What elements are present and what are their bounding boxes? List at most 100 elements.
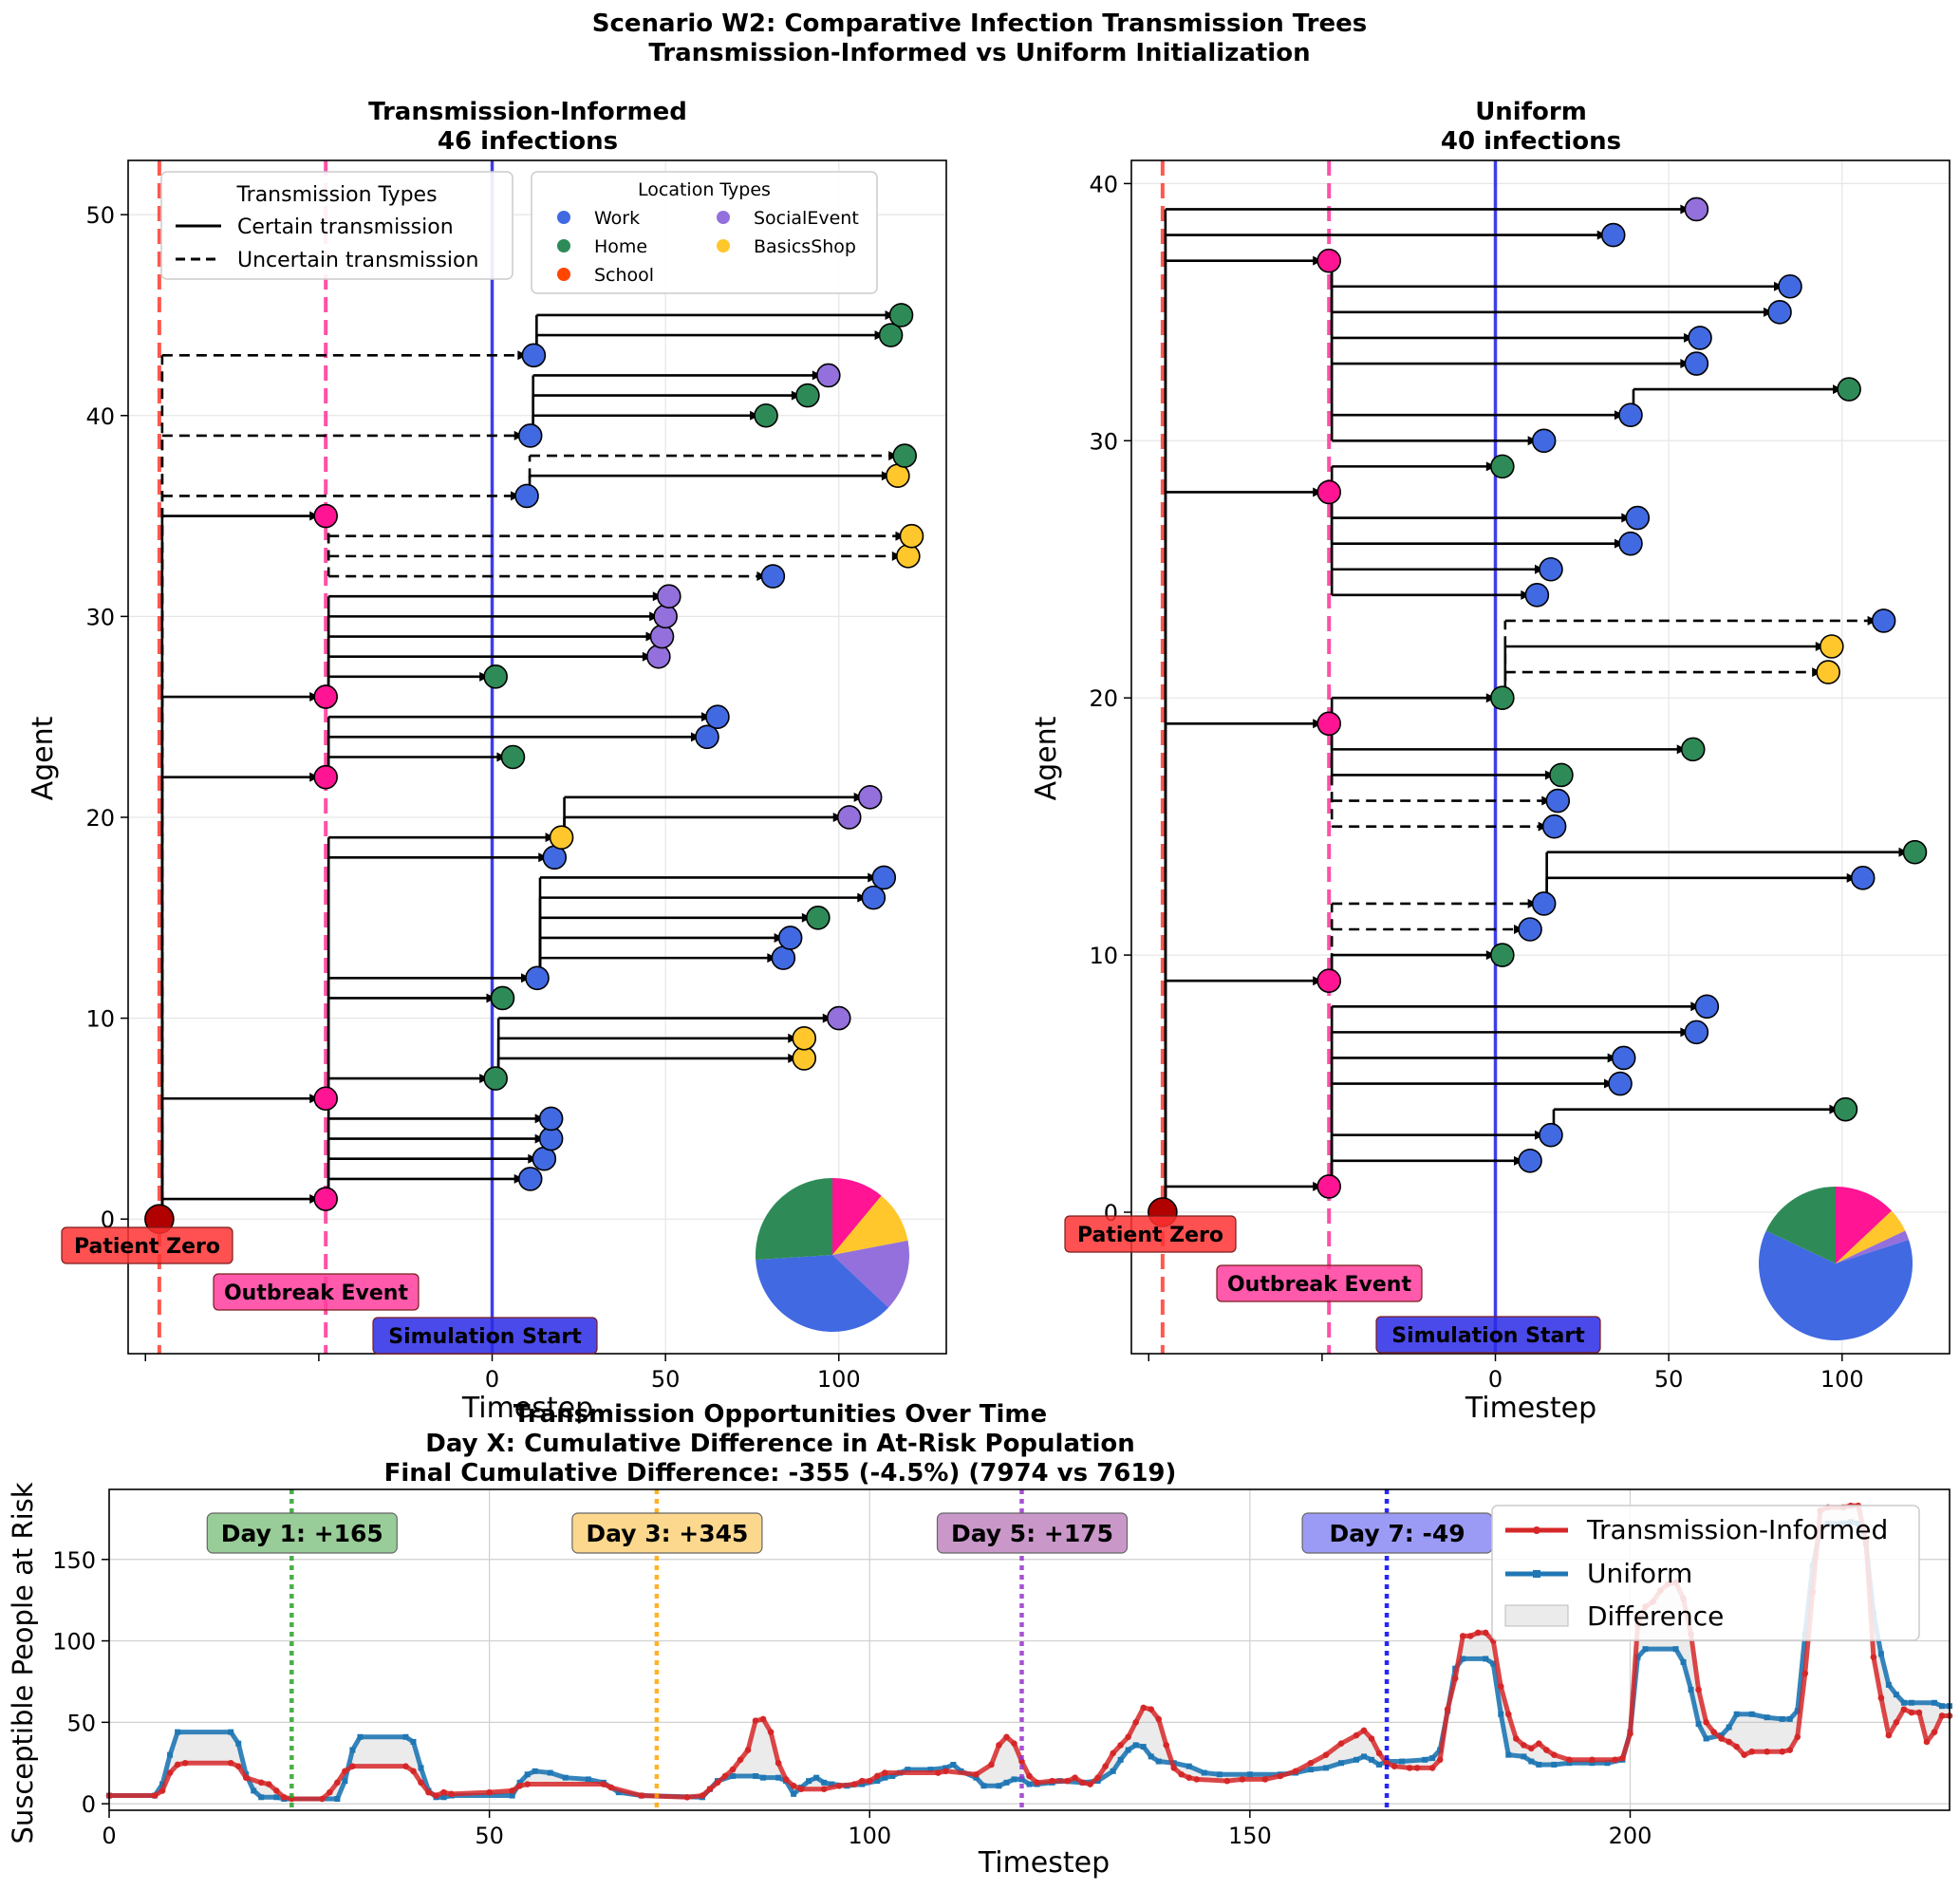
transmission-informed-point xyxy=(767,1729,775,1735)
transmission-informed-point xyxy=(737,1756,744,1764)
transmission-informed-point xyxy=(1155,1715,1163,1723)
infection-node-outbreak xyxy=(313,503,338,529)
transmission-informed-point xyxy=(1406,1765,1413,1771)
uniform-point xyxy=(996,1783,1002,1789)
transmission-informed-point xyxy=(1353,1731,1360,1739)
transmission-informed-point xyxy=(1277,1772,1284,1780)
infection-node-home xyxy=(1490,685,1515,710)
infection-node-work xyxy=(1541,814,1567,839)
infection-node-social xyxy=(653,604,678,629)
transmission-informed-point xyxy=(1375,1750,1383,1757)
legend-certain-label: Certain transmission xyxy=(237,215,454,239)
uniform-point xyxy=(1877,1651,1884,1657)
infection-node-work xyxy=(695,724,719,750)
uniform-point xyxy=(1117,1756,1124,1763)
uniform-point xyxy=(1703,1735,1709,1742)
timeseries-title-line-3: Final Cumulative Difference: -355 (-4.5%… xyxy=(384,1459,1177,1488)
pie-slice-outbreak xyxy=(832,1178,882,1255)
uniform-point xyxy=(1589,1760,1596,1767)
uniform-point xyxy=(973,1774,980,1781)
transmission-informed-point xyxy=(1589,1756,1596,1764)
uniform-point xyxy=(1422,1756,1428,1763)
uniform-point xyxy=(1322,1765,1329,1771)
transmission-informed-point xyxy=(334,1779,341,1787)
infection-node-work xyxy=(532,1146,557,1171)
infection-node-home xyxy=(1833,1096,1858,1122)
uniform-point xyxy=(775,1774,782,1781)
transmission-informed-point xyxy=(1072,1774,1078,1781)
infection-node-social xyxy=(826,1005,851,1031)
transmission-informed-point xyxy=(1695,1686,1702,1694)
transmission-informed-point xyxy=(265,1781,272,1787)
infection-node-work xyxy=(1608,1071,1633,1096)
infection-node-social xyxy=(656,584,681,609)
uniform-point xyxy=(1003,1779,1010,1786)
infection-node-work xyxy=(1539,556,1563,582)
transmission-informed-point xyxy=(1011,1740,1017,1747)
y-tick-label: 40 xyxy=(85,403,115,430)
infection-node-work xyxy=(1539,1122,1563,1148)
infection-node-work xyxy=(1611,1045,1636,1071)
suptitle-line-2: Transmission-Informed vs Uniform Initial… xyxy=(648,39,1310,67)
x-tick-label: 0 xyxy=(102,1823,116,1849)
infection-node-work xyxy=(1625,505,1651,531)
infection-node-work xyxy=(1618,402,1643,427)
x-tick-label: 50 xyxy=(1654,1366,1684,1393)
transmission-informed-point xyxy=(342,1768,348,1775)
transmission-informed-point xyxy=(1528,1745,1535,1752)
transmission-informed-point xyxy=(410,1768,417,1775)
infection-node-work xyxy=(1688,326,1712,350)
x-tick-label: 150 xyxy=(1228,1823,1272,1849)
uniform-point xyxy=(1132,1742,1139,1749)
transmission-informed-point xyxy=(257,1779,265,1787)
transmission-informed-point xyxy=(881,1769,888,1776)
infection-node-home xyxy=(1837,377,1861,402)
transmission-informed-point xyxy=(1383,1759,1391,1767)
infection-node-work xyxy=(1694,994,1720,1020)
transmission-informed-point xyxy=(1148,1706,1154,1712)
transmission-informed-point xyxy=(1497,1683,1504,1690)
uniform-point xyxy=(1018,1776,1025,1783)
patient-zero-box xyxy=(61,1226,233,1264)
transmission-informed-point xyxy=(835,1782,843,1789)
infection-node-social xyxy=(816,363,841,388)
uniform-point xyxy=(235,1740,242,1747)
infection-node-outbreak xyxy=(1316,479,1341,505)
transmission-informed-point xyxy=(486,1788,493,1796)
infection-node-work xyxy=(1767,300,1792,325)
uniform-point xyxy=(1353,1756,1360,1763)
transmission-informed-point xyxy=(1551,1751,1558,1758)
infection-node-outbreak xyxy=(1316,711,1341,737)
infection-node-social xyxy=(1684,196,1709,222)
uniform-point xyxy=(1695,1721,1702,1728)
panel-subtitle: 40 infections xyxy=(1441,127,1621,156)
suptitle-line-1: Scenario W2: Comparative Infection Trans… xyxy=(592,9,1368,38)
infection-node-social xyxy=(857,785,883,810)
infection-node-home xyxy=(795,383,820,408)
infection-node-outbreak xyxy=(1316,1174,1341,1199)
transmission-informed-point xyxy=(714,1779,721,1787)
transmission-informed-point xyxy=(402,1763,409,1769)
transmission-informed-point xyxy=(1748,1748,1755,1755)
transmission-informed-point xyxy=(272,1787,280,1794)
transmission-informed-point xyxy=(973,1770,980,1778)
transmission-informed-point xyxy=(607,1784,615,1791)
uniform-point xyxy=(1748,1711,1755,1717)
transmission-informed-point xyxy=(1292,1768,1299,1775)
infection-node-work xyxy=(871,865,897,890)
transmission-informed-point xyxy=(1794,1733,1801,1741)
transmission-informed-point xyxy=(181,1759,189,1767)
infection-node-work xyxy=(542,845,568,870)
uniform-point xyxy=(357,1733,364,1740)
transmission-informed-point xyxy=(1125,1733,1131,1741)
transmission-informed-point xyxy=(858,1777,866,1785)
infection-node-work xyxy=(514,483,539,509)
uniform-tree-panel: Uniform 40 infections Timestep Agent 0 50… xyxy=(1030,98,1951,1425)
transmission-informed-point xyxy=(1003,1733,1010,1741)
infection-node-outbreak xyxy=(313,764,338,790)
y-tick-label: 30 xyxy=(1089,428,1118,455)
transmission-informed-point xyxy=(1504,1711,1512,1718)
infection-node-outbreak xyxy=(313,1086,338,1112)
uniform-point xyxy=(516,1779,523,1786)
legend-ti-marker xyxy=(1533,1526,1540,1534)
